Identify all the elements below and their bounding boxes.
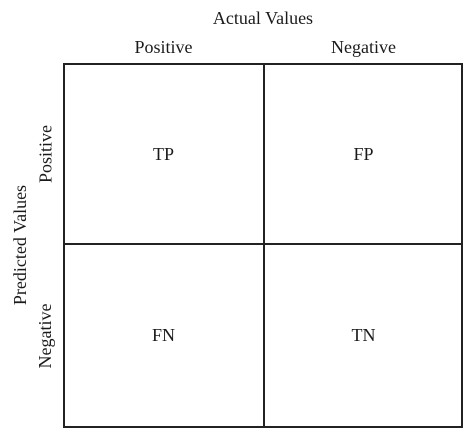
cell-true-positive: TP xyxy=(152,144,174,164)
actual-values-title: Actual Values xyxy=(212,8,314,28)
cell-false-positive: FP xyxy=(353,144,374,164)
predicted-values-title: Predicted Values xyxy=(10,184,30,306)
matrix-vertical-divider xyxy=(263,63,265,428)
cell-false-negative: FN xyxy=(151,325,175,345)
column-header-positive: Positive xyxy=(134,37,193,57)
cell-true-negative: TN xyxy=(351,325,376,345)
matrix-horizontal-divider xyxy=(63,243,463,245)
column-header-negative: Negative xyxy=(331,37,396,57)
row-header-negative: Negative xyxy=(35,303,55,369)
row-header-positive: Positive xyxy=(35,125,56,184)
